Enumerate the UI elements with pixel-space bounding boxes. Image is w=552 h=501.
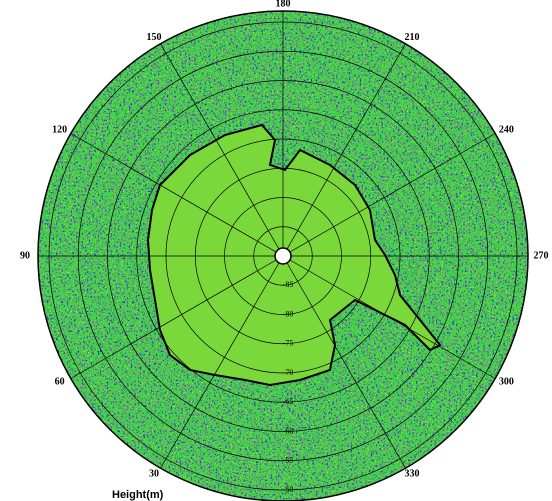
longitude-label: 180: [276, 0, 291, 9]
latitude-label: -80: [283, 309, 294, 318]
longitude-label: 120: [52, 124, 67, 135]
polar-map: Height(m) -85 -80 -75 -70 -65 -60 -55 -50 180 210…: [0, 0, 552, 501]
longitude-label: 330: [405, 469, 420, 480]
latitude-label: -55: [283, 456, 294, 465]
longitude-label: 90: [20, 250, 30, 261]
latitude-label: -50: [283, 485, 294, 494]
pole: [275, 248, 291, 264]
longitude-label: 150: [147, 32, 162, 43]
latitude-label: -75: [283, 339, 294, 348]
latitude-label: -85: [283, 280, 294, 289]
latitude-label: -70: [283, 368, 294, 377]
latitude-label: -65: [283, 397, 294, 406]
longitude-label: 270: [534, 250, 549, 261]
latitude-label: -60: [283, 426, 294, 435]
longitude-label: 300: [499, 376, 514, 387]
longitude-label: 240: [499, 124, 514, 135]
longitude-label: 60: [55, 376, 65, 387]
longitude-label: 30: [149, 469, 159, 480]
longitude-label: 210: [405, 32, 420, 43]
colorbar-label: Height(m): [112, 489, 164, 501]
